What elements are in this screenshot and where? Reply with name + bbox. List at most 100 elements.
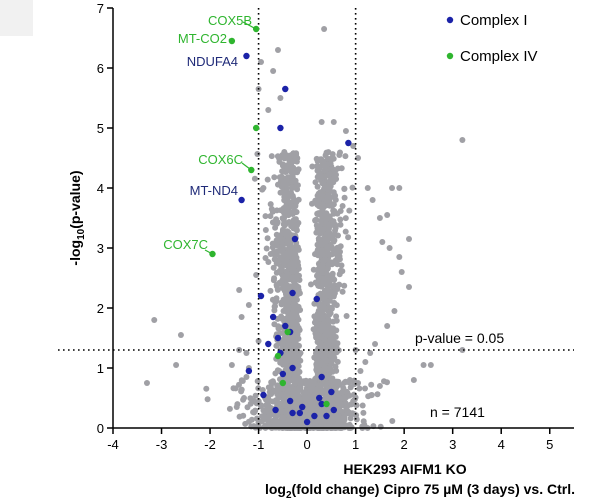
background-point <box>320 180 327 187</box>
background-point <box>310 266 317 273</box>
background-point <box>263 402 270 409</box>
y-tick-label: 3 <box>97 241 104 256</box>
background-point <box>260 407 267 414</box>
background-point <box>346 392 353 399</box>
gene-label: MT-ND4 <box>190 183 238 198</box>
background-point <box>336 271 343 278</box>
complex-i-point <box>272 406 279 414</box>
background-point <box>327 160 334 167</box>
complex-i-point <box>277 124 284 132</box>
complex-iv-point <box>284 328 291 336</box>
background-point <box>274 153 281 160</box>
background-point <box>279 408 285 415</box>
complex-i-point <box>286 397 294 405</box>
legend: Complex I Complex IV <box>446 12 538 65</box>
background-point <box>262 213 269 220</box>
background-point <box>330 119 337 125</box>
background-point <box>342 215 349 222</box>
background-point <box>308 386 315 393</box>
background-point <box>336 253 343 260</box>
background-point <box>356 385 363 392</box>
background-point <box>240 412 247 419</box>
background-point <box>342 228 349 235</box>
x-tick-label: 1 <box>352 437 359 452</box>
background-point <box>342 153 349 160</box>
background-point <box>337 208 344 214</box>
background-point <box>290 377 297 383</box>
x-axis-title-line1: HEK293 AIFM1 KO <box>343 461 466 477</box>
background-point <box>328 305 335 312</box>
background-point <box>313 386 320 393</box>
background-point <box>143 380 150 386</box>
complex-iv-point <box>252 124 260 132</box>
background-point <box>339 422 346 429</box>
background-point <box>459 347 466 353</box>
background-point <box>290 422 297 429</box>
background-point <box>295 324 302 331</box>
background-point <box>292 400 299 407</box>
background-point <box>317 326 324 333</box>
background-point <box>315 282 322 289</box>
background-point <box>427 362 434 368</box>
background-point <box>331 423 338 430</box>
background-point <box>349 184 356 191</box>
background-point <box>280 415 287 422</box>
background-point <box>273 269 280 276</box>
background-point <box>267 213 274 220</box>
background-point <box>319 206 326 213</box>
background-point <box>314 358 321 365</box>
background-point <box>332 196 339 203</box>
complex-i-point <box>296 409 304 417</box>
threshold-lines <box>58 8 574 428</box>
background-point <box>332 227 338 234</box>
background-point <box>262 255 269 261</box>
complex-i-point <box>328 388 335 396</box>
background-point <box>328 401 335 408</box>
background-point <box>325 292 332 299</box>
background-point <box>283 185 290 192</box>
background-point <box>326 419 333 426</box>
background-point <box>357 368 364 374</box>
background-point <box>254 151 261 157</box>
complex-i-point <box>318 400 325 408</box>
background-point <box>291 278 298 285</box>
background-point <box>296 375 302 382</box>
background-point <box>286 210 292 217</box>
complex-i-point <box>289 289 296 297</box>
background-point <box>332 167 339 174</box>
x-tick-label: 0 <box>303 437 310 452</box>
background-point <box>336 281 343 288</box>
complex-iv-point <box>274 352 282 360</box>
background-point <box>329 375 336 382</box>
background-point <box>324 243 331 250</box>
background-point <box>398 269 405 275</box>
complex-i-point <box>291 235 299 243</box>
gene-label-leader-line <box>228 38 233 42</box>
background-point <box>314 183 321 190</box>
background-point <box>330 356 337 363</box>
background-point <box>321 163 328 170</box>
background-point <box>277 95 284 101</box>
gene-label: COX7C <box>163 237 208 252</box>
background-point <box>372 341 379 347</box>
background-point <box>376 215 383 221</box>
background-point <box>384 323 391 329</box>
background-point <box>284 238 291 244</box>
complex-i-point <box>269 313 277 321</box>
y-tick-label: 6 <box>97 61 104 76</box>
complex-i-point <box>282 85 289 93</box>
background-point <box>151 317 158 323</box>
background-point <box>253 272 260 278</box>
background-point <box>285 155 292 162</box>
complex-i-point <box>265 340 272 348</box>
background-point <box>319 352 326 359</box>
background-point <box>336 401 342 408</box>
annotations: COX5B MT-CO2 NDUFA4 COX6C MT-ND4 COX7C p-value… <box>163 13 504 420</box>
background-point <box>324 374 331 381</box>
background-point <box>321 295 328 302</box>
gene-label-leader-line <box>241 162 252 171</box>
background-point <box>334 340 341 347</box>
background-point <box>268 206 275 212</box>
background-point <box>293 227 300 234</box>
background-point <box>263 245 270 252</box>
